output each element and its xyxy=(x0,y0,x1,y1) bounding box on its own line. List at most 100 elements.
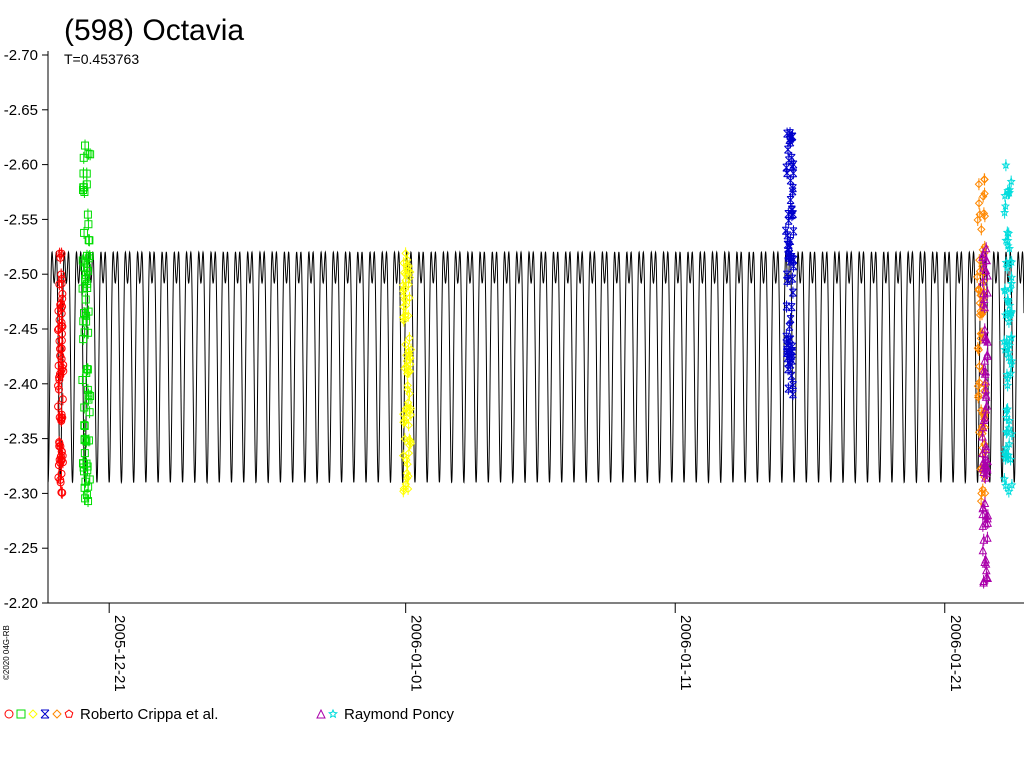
data-point xyxy=(975,378,984,387)
data-point xyxy=(403,459,412,469)
data-point xyxy=(80,436,89,445)
legend-symbol xyxy=(316,708,326,719)
data-point xyxy=(787,352,795,361)
data-point xyxy=(783,341,791,350)
y-tick-label: -2.55 xyxy=(4,211,38,228)
legend-symbol xyxy=(328,708,338,719)
data-point xyxy=(981,255,991,264)
data-point xyxy=(978,545,988,555)
data-point xyxy=(83,283,92,292)
data-point xyxy=(784,216,793,225)
data-point xyxy=(999,474,1009,483)
data-point xyxy=(782,163,791,172)
data-point xyxy=(980,175,989,184)
data-point xyxy=(977,225,986,234)
data-point xyxy=(1001,160,1011,170)
axes: -2.70 -2.65 -2.60 -2.55 -2.50 -2.45 -2.40 -2.35… xyxy=(4,47,1024,692)
data-point xyxy=(402,356,412,366)
data-point xyxy=(84,436,93,445)
data-point xyxy=(400,434,410,444)
data-point xyxy=(787,133,796,142)
data-point xyxy=(54,381,63,390)
data-point xyxy=(55,442,64,451)
y-tick-label: -2.50 xyxy=(4,266,38,283)
data-point xyxy=(404,421,413,430)
data-point xyxy=(785,322,794,331)
data-point xyxy=(1000,207,1010,217)
data-point xyxy=(84,149,93,158)
data-point xyxy=(786,335,795,344)
data-point xyxy=(789,227,798,236)
data-point xyxy=(1006,368,1016,378)
data-point xyxy=(406,267,415,277)
data-point xyxy=(80,421,89,430)
data-point xyxy=(975,255,984,265)
data-point xyxy=(54,326,63,335)
x-tick-label: 2006-01-11 xyxy=(677,615,694,691)
data-point xyxy=(78,256,87,265)
data-point xyxy=(980,557,990,566)
data-point xyxy=(80,403,89,412)
data-point xyxy=(978,192,988,201)
data-point xyxy=(784,384,793,393)
data-point xyxy=(1001,235,1011,245)
data-point xyxy=(977,489,986,498)
data-point xyxy=(974,345,984,355)
data-point xyxy=(979,209,989,218)
data-point xyxy=(54,402,63,411)
data-point xyxy=(1003,380,1013,390)
data-point xyxy=(978,276,987,286)
data-series xyxy=(781,127,798,401)
data-point xyxy=(1001,427,1011,437)
legend: Roberto Crippa et al. Raymond Poncy xyxy=(4,706,455,723)
data-point xyxy=(56,253,65,262)
legend-symbol xyxy=(64,709,74,718)
data-point xyxy=(1002,227,1012,237)
data-point xyxy=(1005,283,1015,293)
data-point xyxy=(404,448,414,458)
data-point xyxy=(783,276,792,285)
y-tick-label: -2.65 xyxy=(4,102,38,119)
data-point xyxy=(784,145,792,154)
data-point xyxy=(402,404,412,413)
data-point xyxy=(782,302,791,311)
data-point xyxy=(983,518,992,527)
data-point xyxy=(979,577,988,587)
data-point xyxy=(1000,453,1010,463)
y-tick-label: -2.20 xyxy=(4,595,38,612)
data-point xyxy=(406,436,415,446)
data-point xyxy=(84,482,93,491)
data-point xyxy=(57,299,66,308)
data-point xyxy=(56,478,65,487)
data-point xyxy=(1001,443,1011,453)
data-point xyxy=(974,180,984,189)
data-point xyxy=(978,262,987,271)
data-point xyxy=(787,303,796,312)
data-point xyxy=(399,291,408,301)
data-point xyxy=(1000,286,1010,295)
data-point xyxy=(788,187,797,196)
x-tick-label: 2006-01-01 xyxy=(408,615,425,692)
data-point xyxy=(1006,176,1016,186)
data-point xyxy=(404,311,413,320)
data-point xyxy=(85,408,94,417)
data-point xyxy=(55,337,64,346)
data-point xyxy=(982,349,992,359)
data-point xyxy=(1004,243,1015,253)
data-point xyxy=(82,317,91,326)
data-point xyxy=(978,448,987,458)
data-point xyxy=(79,183,88,192)
data-point xyxy=(999,336,1009,346)
data-point xyxy=(785,243,794,252)
data-series xyxy=(978,242,993,589)
data-point xyxy=(976,496,986,506)
data-point xyxy=(978,463,988,472)
data-point xyxy=(982,511,991,520)
data-point xyxy=(786,257,795,266)
data-point xyxy=(58,395,67,404)
data-point xyxy=(981,472,990,482)
data-point xyxy=(398,313,408,322)
copyright-text: ©2020 04G-RB xyxy=(2,625,11,680)
data-point xyxy=(1000,201,1011,211)
